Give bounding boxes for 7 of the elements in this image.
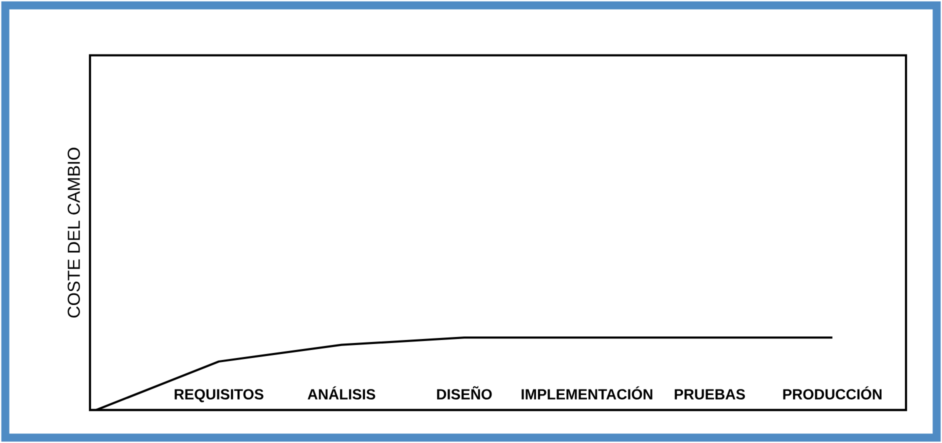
x-tick-label: DISEÑO xyxy=(437,386,492,400)
y-axis-title: COSTE DEL CAMBIO xyxy=(68,148,80,318)
x-tick-label: IMPLEMENTACIÓN xyxy=(522,386,652,400)
x-tick-label: PRUEBAS xyxy=(674,389,745,400)
x-tick-label: PRODUCCIÓN xyxy=(783,386,882,400)
x-tick-label: ANÁLISIS xyxy=(308,386,376,400)
x-tick-label: REQUISITOS xyxy=(174,389,264,402)
